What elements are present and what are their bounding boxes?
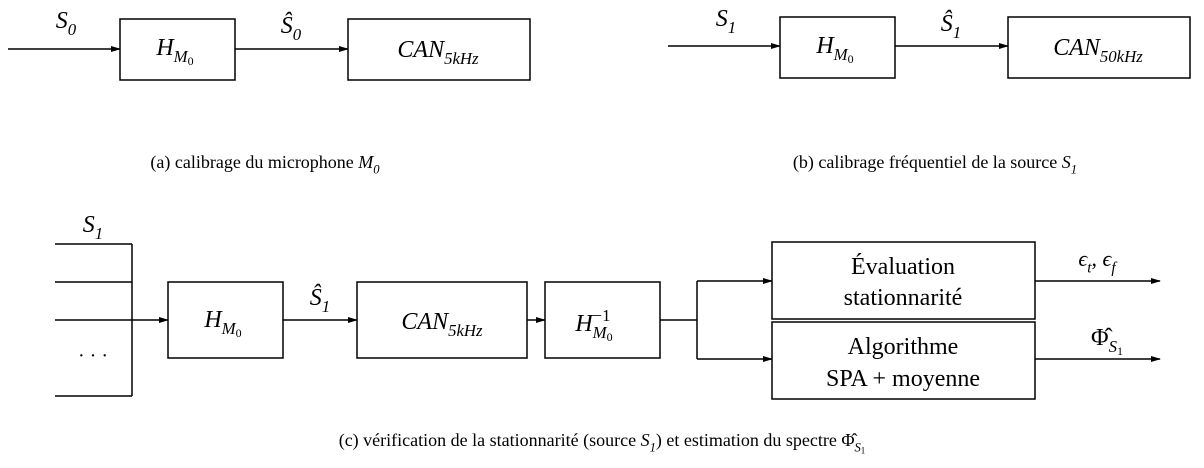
label-part: M: [173, 47, 189, 66]
label-part: Ŝ: [941, 10, 953, 37]
caption: (c) vérification de la stationnarité (so…: [339, 430, 866, 456]
block-label: HM0: [815, 33, 853, 66]
label-part: 0: [68, 20, 77, 39]
label-part: f: [1111, 260, 1118, 277]
caption: (b) calibrage fréquentiel de la source S…: [793, 152, 1077, 176]
label-part: 0: [373, 162, 380, 176]
label-part: Ŝ: [310, 284, 322, 311]
block-label: HM0: [203, 307, 241, 340]
label-part: S: [716, 6, 728, 32]
label-part: 1: [322, 297, 330, 316]
ellipsis: · · ·: [78, 345, 108, 367]
label-part: S: [83, 212, 95, 238]
label-part: H: [155, 35, 175, 61]
label-part: 1: [1117, 344, 1123, 358]
block: [779, 16, 896, 79]
block: [544, 281, 661, 359]
label-part: M: [221, 319, 237, 338]
label-part: 5kHz: [444, 49, 479, 68]
block: [356, 281, 528, 359]
label-part: ϵ: [1078, 246, 1088, 271]
block: [347, 18, 531, 81]
label-part: H: [815, 33, 835, 59]
label-part: CAN: [397, 37, 446, 63]
label-part: 0: [607, 330, 613, 344]
label-part: Φ̂: [1091, 325, 1113, 351]
label-part: (c) vérification de la stationnarité (so…: [339, 430, 641, 451]
label-part: H: [574, 311, 594, 337]
label-part: M: [357, 152, 374, 172]
label-part: 0: [293, 25, 302, 44]
label-part: S: [1062, 152, 1071, 172]
label-part: 1: [728, 18, 736, 37]
output-label: Φ̂S1: [1091, 325, 1123, 358]
label-part: M: [592, 323, 608, 342]
label-part: M: [833, 45, 849, 64]
label-part: −1: [593, 306, 611, 325]
label-part: 0: [236, 326, 242, 340]
label-part: 5kHz: [448, 321, 483, 340]
caption: (a) calibrage du microphone M0: [150, 152, 380, 176]
label-part: ϵ: [1103, 246, 1113, 271]
label-part: H: [203, 307, 223, 333]
signal-label: Ŝ1: [310, 284, 330, 316]
signal-label: Ŝ0: [281, 12, 302, 44]
label-part: 0: [188, 54, 194, 68]
label-part: Φ̂: [841, 430, 857, 450]
block-label: CAN5kHz: [401, 309, 483, 340]
label-part: S: [641, 430, 650, 450]
block-label: Évaluation: [851, 254, 955, 280]
block-label: stationnarité: [844, 285, 963, 311]
label-part: 1: [650, 440, 656, 454]
label-part: (b) calibrage fréquentiel de la source: [793, 152, 1062, 173]
label-part: 1: [95, 224, 103, 243]
block-label: CAN50kHz: [1053, 35, 1143, 66]
label-part: 1: [1071, 162, 1077, 176]
label-part: S: [1109, 337, 1118, 356]
label-part: CAN: [401, 309, 450, 335]
block-label: HM0: [155, 35, 193, 68]
block: [1007, 16, 1191, 79]
output-label: ϵt, ϵf: [1078, 246, 1118, 277]
block: [771, 241, 1036, 320]
label-part: 50kHz: [1100, 47, 1143, 66]
label-part: S: [855, 440, 862, 454]
label-part: CAN: [1053, 35, 1102, 61]
block-label: H−1 M0: [574, 306, 612, 344]
label-part: (a) calibrage du microphone: [150, 152, 358, 173]
block: [771, 321, 1036, 400]
block-label: Algorithme: [848, 334, 959, 360]
block-label: SPA + moyenne: [826, 366, 980, 392]
label-part: ,: [1092, 246, 1103, 271]
label-part: ) et estimation du spectre: [656, 430, 841, 451]
signal-label: S0: [56, 8, 77, 39]
signal-label: S1: [716, 6, 736, 37]
label-part: t: [1087, 260, 1092, 277]
signal-label: S1: [83, 212, 103, 243]
block-label: CAN5kHz: [397, 37, 479, 68]
label-part: 0: [848, 52, 854, 66]
signal-label: Ŝ1: [941, 10, 961, 42]
label-part: Ŝ: [281, 12, 293, 39]
label-part: 1: [861, 446, 866, 456]
label-part: S: [56, 8, 68, 34]
label-part: 1: [953, 23, 961, 42]
